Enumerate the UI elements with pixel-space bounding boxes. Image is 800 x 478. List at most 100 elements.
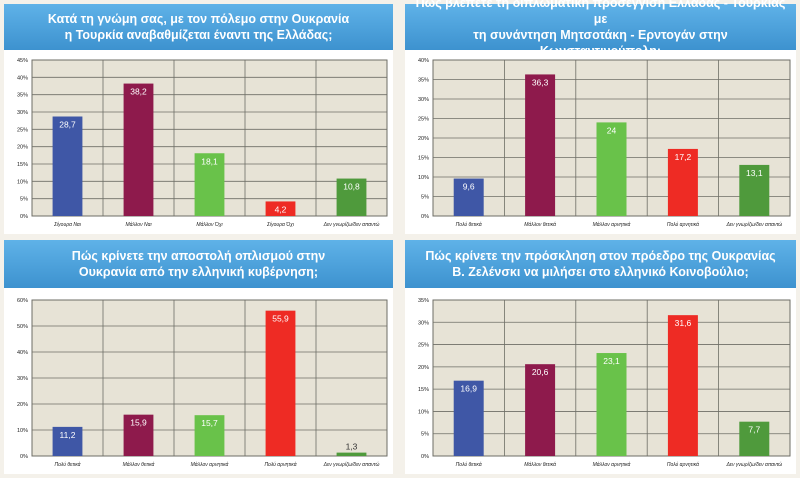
- data-label: 38,2: [130, 87, 147, 97]
- data-label: 16,9: [460, 384, 477, 394]
- bar-chart: 0% 5% 10% 15% 20% 25% 30% 35% 40% 45% 28,7 Σίγουρα …: [17, 58, 388, 228]
- y-tick-label: 15%: [418, 156, 429, 162]
- data-label: 10,8: [343, 182, 360, 192]
- chart-title: Πώς βλέπετε τη διπλωματική προσέγγιση Ελ…: [405, 0, 796, 58]
- x-tick-label: Πολύ αρνητικά: [264, 461, 296, 468]
- bar: [265, 201, 296, 216]
- y-tick-label: 0%: [20, 214, 28, 220]
- y-tick-label: 35%: [418, 78, 429, 84]
- bar: [265, 310, 296, 456]
- data-label: 15,7: [201, 418, 218, 428]
- y-tick-label: 25%: [418, 343, 429, 349]
- x-tick-label: Σίγουρα Όχι: [266, 222, 295, 228]
- x-tick-label: Δεν γνωρίζω/δεν απαντώ: [725, 461, 782, 468]
- chart-panel-diplomatic-approach: Πώς βλέπετε τη διπλωματική προσέγγιση Ελ…: [405, 0, 796, 234]
- x-tick-label: Μάλλον θετικά: [123, 462, 155, 468]
- x-tick-label: Πολύ αρνητικά: [667, 221, 699, 228]
- x-tick-label: Μάλλον αρνητικά: [191, 462, 229, 468]
- chart-title-line: η Τουρκία αναβαθμίζεται έναντι της Ελλάδ…: [64, 28, 333, 42]
- bar: [739, 421, 770, 456]
- y-tick-label: 10%: [418, 409, 429, 415]
- x-tick-label: Δεν γνωρίζω/δεν απαντώ: [323, 461, 380, 468]
- x-tick-label: Δεν γνωρίζω/δεν απαντώ: [725, 221, 782, 228]
- x-tick-label: Μάλλον Όχι: [196, 222, 223, 228]
- chart-panel-arms-shipment: Πώς κρίνετε την αποστολή οπλισμού στην Ο…: [4, 240, 393, 474]
- bar: [194, 153, 225, 216]
- data-label: 24: [607, 125, 617, 135]
- y-tick-label: 0%: [421, 454, 429, 460]
- y-tick-label: 15%: [17, 162, 28, 168]
- chart-panel-zelensky-invitation: Πώς κρίνετε την πρόσκληση στον πρόεδρο τ…: [405, 240, 796, 474]
- y-tick-label: 15%: [418, 387, 429, 393]
- data-label: 15,9: [130, 418, 147, 428]
- data-label: 20,6: [532, 367, 549, 377]
- y-tick-label: 25%: [17, 127, 28, 133]
- x-tick-label: Πολύ θετικά: [54, 461, 80, 468]
- chart-title: Πώς κρίνετε την πρόσκληση στον πρόεδρο τ…: [405, 240, 796, 288]
- y-tick-label: 20%: [17, 145, 28, 151]
- data-label: 23,1: [603, 356, 620, 366]
- chart-title-line: Πώς κρίνετε την αποστολή οπλισμού στην: [71, 249, 326, 263]
- data-label: 55,9: [272, 314, 289, 324]
- y-tick-label: 10%: [17, 428, 28, 434]
- bar: [336, 178, 367, 216]
- bar: [123, 414, 154, 456]
- y-tick-label: 30%: [17, 110, 28, 116]
- bar-chart: 0% 5% 10% 15% 20% 25% 30% 35% 16,9 Πολύ θετικά 20,…: [418, 298, 791, 468]
- chart-title: Πώς κρίνετε την αποστολή οπλισμού στην Ο…: [4, 240, 393, 288]
- data-label: 4,2: [275, 204, 287, 214]
- data-label: 11,2: [60, 430, 76, 440]
- chart-panel-turkey-upgrade: Κατά τη γνώμη σας, με τον πόλεμο στην Ου…: [4, 4, 393, 234]
- bar: [525, 74, 556, 217]
- chart-title-line: Β. Ζελένσκι να μιλήσει στο ελληνικό Κοιν…: [452, 265, 749, 279]
- bar: [525, 364, 556, 456]
- bar-chart: 0% 10% 20% 30% 40% 50% 60% 11,2 Πολύ θετικά 15,9 Μ…: [17, 298, 388, 468]
- y-tick-label: 30%: [418, 320, 429, 326]
- x-tick-label: Δεν γνωρίζω/δεν απαντώ: [323, 221, 380, 228]
- bar: [739, 164, 770, 216]
- y-tick-label: 0%: [421, 214, 429, 220]
- x-tick-label: Σίγουρα Ναι: [53, 222, 82, 228]
- bar: [596, 353, 627, 456]
- y-tick-label: 30%: [418, 97, 429, 103]
- y-tick-label: 45%: [17, 58, 28, 64]
- chart-title-line: Πώς κρίνετε την πρόσκληση στον πρόεδρο τ…: [425, 249, 776, 263]
- x-tick-label: Πολύ θετικά: [456, 461, 482, 468]
- x-tick-label: Μάλλον θετικά: [524, 462, 556, 468]
- x-tick-label: Πολύ αρνητικά: [667, 461, 699, 468]
- y-tick-label: 35%: [418, 298, 429, 304]
- x-tick-label: Μάλλον αρνητικά: [593, 222, 631, 228]
- bar: [453, 178, 484, 216]
- chart-title-line: τη συνάντηση Μητσοτάκη - Ερντογάν στην Κ…: [473, 28, 728, 58]
- bar: [194, 415, 225, 456]
- bar: [52, 426, 83, 456]
- y-tick-label: 40%: [17, 350, 28, 356]
- y-tick-label: 10%: [418, 175, 429, 181]
- y-tick-label: 5%: [421, 195, 429, 201]
- y-tick-label: 40%: [17, 75, 28, 81]
- y-tick-label: 20%: [418, 136, 429, 142]
- data-label: 13,1: [746, 168, 763, 178]
- x-tick-label: Μάλλον αρνητικά: [593, 462, 631, 468]
- bar: [336, 452, 367, 456]
- x-tick-label: Μάλλον Ναι: [125, 222, 152, 228]
- bar: [123, 83, 154, 216]
- x-tick-label: Μάλλον θετικά: [524, 222, 556, 228]
- y-tick-label: 25%: [418, 117, 429, 123]
- chart-title-line: Πώς βλέπετε τη διπλωματική προσέγγιση Ελ…: [415, 0, 786, 26]
- bar: [453, 380, 484, 456]
- data-label: 7,7: [748, 425, 760, 435]
- bar: [596, 122, 627, 216]
- data-label: 17,2: [675, 152, 692, 162]
- chart-title-line: Ουκρανία από την ελληνική κυβέρνηση;: [78, 265, 319, 279]
- y-tick-label: 10%: [17, 179, 28, 185]
- y-tick-label: 60%: [17, 298, 28, 304]
- bar: [667, 315, 698, 456]
- chart-title: Κατά τη γνώμη σας, με τον πόλεμο στην Ου…: [4, 4, 393, 50]
- y-tick-label: 30%: [17, 376, 28, 382]
- y-tick-label: 5%: [20, 197, 28, 203]
- bar: [667, 148, 698, 216]
- x-tick-label: Πολύ θετικά: [456, 221, 482, 228]
- data-label: 1,3: [346, 442, 358, 452]
- y-tick-label: 5%: [421, 432, 429, 438]
